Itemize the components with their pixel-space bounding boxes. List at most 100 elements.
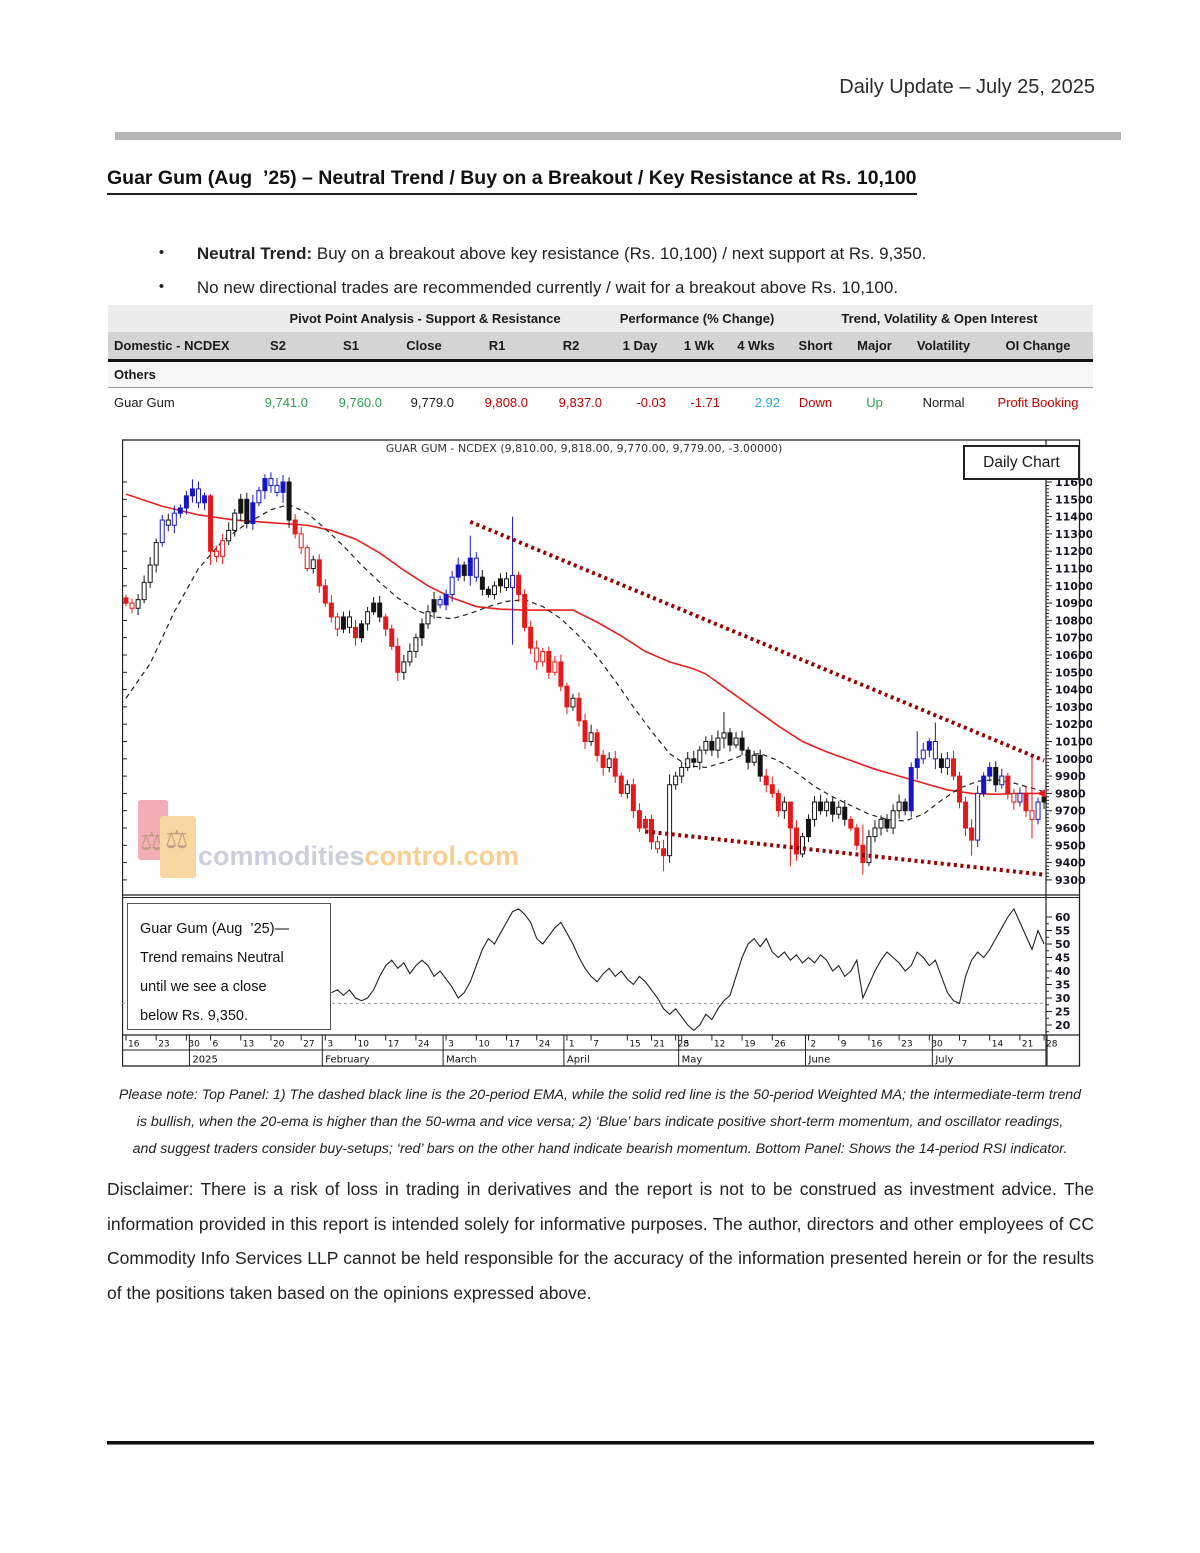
svg-text:2025: 2025: [192, 1055, 217, 1066]
cell-4wks: 2.92: [754, 395, 781, 410]
svg-text:28: 28: [678, 1040, 690, 1050]
svg-text:40: 40: [1055, 965, 1071, 978]
svg-text:17: 17: [388, 1040, 399, 1050]
svg-text:9300: 9300: [1055, 874, 1086, 887]
table-group-header-row: Pivot Point Analysis - Support & Resista…: [108, 305, 1094, 332]
svg-text:23: 23: [901, 1040, 912, 1050]
svg-text:9: 9: [841, 1040, 847, 1050]
svg-text:25: 25: [1055, 1006, 1070, 1019]
cell-major-trend: Up: [866, 395, 883, 410]
svg-text:21: 21: [653, 1040, 664, 1050]
svg-text:19: 19: [744, 1040, 756, 1050]
section-label: Others: [108, 360, 1094, 388]
svg-text:6: 6: [213, 1040, 219, 1050]
bullet-icon: •: [158, 278, 165, 295]
col-s1: S1: [314, 332, 388, 362]
col-1day: 1 Day: [608, 332, 673, 362]
group-header-blank: [108, 305, 242, 332]
svg-text:3: 3: [327, 1040, 333, 1050]
header-divider: [115, 132, 1121, 140]
svg-text:March: March: [446, 1055, 476, 1066]
svg-text:35: 35: [1055, 979, 1070, 992]
footnote-line: is bullish, when the 20-ema is higher th…: [136, 1114, 1064, 1130]
svg-text:30: 30: [188, 1040, 200, 1050]
svg-text:24: 24: [539, 1040, 551, 1050]
svg-text:10100: 10100: [1055, 736, 1092, 749]
svg-text:20: 20: [1055, 1019, 1071, 1032]
footer-divider: [107, 1441, 1094, 1445]
col-domestic-ncdex: Domestic - NCDEX: [108, 332, 242, 362]
col-r1: R1: [460, 332, 534, 362]
svg-text:17: 17: [509, 1040, 520, 1050]
col-major: Major: [845, 332, 905, 362]
table-row: Guar Gum 9,741.0 9,760.0 9,779.0 9,808.0…: [108, 388, 1093, 418]
svg-text:11300: 11300: [1055, 528, 1092, 541]
svg-text:April: April: [567, 1055, 590, 1066]
svg-text:12: 12: [714, 1040, 725, 1050]
svg-text:9500: 9500: [1055, 839, 1086, 852]
bullet-text: No new directional trades are recommende…: [196, 278, 899, 297]
scale-icon: ⚖: [165, 824, 189, 854]
chart-annotation: Guar Gum (Aug ’25)— Trend remains Neutra…: [127, 903, 331, 1030]
svg-text:21: 21: [1022, 1040, 1033, 1050]
svg-text:20: 20: [273, 1040, 285, 1050]
svg-text:15: 15: [629, 1040, 640, 1050]
col-oi-change: OI Change: [983, 332, 1094, 362]
svg-text:10600: 10600: [1055, 649, 1092, 662]
col-volatility: Volatility: [904, 332, 984, 362]
svg-text:10000: 10000: [1055, 753, 1092, 766]
svg-text:9700: 9700: [1055, 805, 1086, 818]
pivot-table: Pivot Point Analysis - Support & Resista…: [108, 305, 1094, 418]
watermark-text: commoditiescontrol.com: [198, 841, 520, 871]
bullet-text: Buy on a breakout above key resistance (…: [312, 244, 927, 263]
table-section-row: Others: [108, 360, 1094, 388]
svg-text:23: 23: [158, 1040, 169, 1050]
svg-text:February: February: [325, 1055, 369, 1066]
cell-volatility: Normal: [922, 395, 965, 410]
svg-text:7: 7: [962, 1040, 968, 1050]
svg-text:14: 14: [992, 1040, 1004, 1050]
col-s2: S2: [242, 332, 314, 362]
svg-text:GUAR GUM - NCDEX (9,810.00, 9,: GUAR GUM - NCDEX (9,810.00, 9,818.00, 9,…: [386, 442, 783, 455]
svg-text:11200: 11200: [1055, 545, 1092, 558]
svg-text:10300: 10300: [1055, 701, 1092, 714]
svg-text:10500: 10500: [1055, 666, 1092, 679]
bullet-bold-text: Neutral Trend:: [196, 244, 313, 263]
svg-text:10800: 10800: [1055, 614, 1092, 627]
svg-text:3: 3: [448, 1040, 454, 1050]
svg-text:26: 26: [774, 1040, 786, 1050]
svg-text:9600: 9600: [1055, 822, 1086, 835]
cell-r2: 9,837.0: [558, 395, 603, 410]
group-header-performance: Performance (% Change): [608, 305, 787, 332]
svg-text:9400: 9400: [1055, 857, 1086, 870]
disclaimer-text: Disclaimer: There is a risk of loss in t…: [107, 1179, 1094, 1303]
svg-text:7: 7: [593, 1040, 599, 1050]
svg-text:May: May: [682, 1055, 703, 1066]
cell-commodity-name: Guar Gum: [114, 395, 175, 410]
col-short: Short: [786, 332, 846, 362]
svg-text:June: June: [808, 1055, 831, 1066]
svg-text:16: 16: [128, 1040, 140, 1050]
svg-text:2: 2: [811, 1040, 817, 1050]
cell-r1: 9,808.0: [484, 395, 528, 410]
cell-1day: -0.03: [636, 395, 667, 410]
svg-text:10400: 10400: [1055, 684, 1092, 697]
cell-1wk: -1.71: [690, 395, 721, 410]
scale-icon: ⚖: [140, 826, 164, 856]
svg-text:10: 10: [358, 1040, 370, 1050]
svg-text:28: 28: [1046, 1040, 1058, 1050]
svg-text:1: 1: [569, 1040, 575, 1050]
cell-s1: 9,760.0: [338, 395, 382, 410]
bullet-icon: •: [158, 244, 165, 261]
cell-s2: 9,741.0: [264, 395, 308, 410]
table-column-header-row: Domestic - NCDEX S2 S1 Close R1 R2 1 Day…: [108, 332, 1094, 362]
svg-text:10700: 10700: [1055, 632, 1092, 645]
watermark: ⚖ ⚖ commoditiescontrol.com: [138, 800, 519, 878]
cell-oi-change: Profit Booking: [997, 395, 1079, 410]
svg-text:11400: 11400: [1055, 511, 1092, 524]
svg-text:9900: 9900: [1055, 770, 1086, 783]
report-date: Daily Update – July 25, 2025: [839, 76, 1095, 98]
svg-text:10900: 10900: [1055, 597, 1092, 610]
svg-text:11500: 11500: [1055, 493, 1092, 506]
